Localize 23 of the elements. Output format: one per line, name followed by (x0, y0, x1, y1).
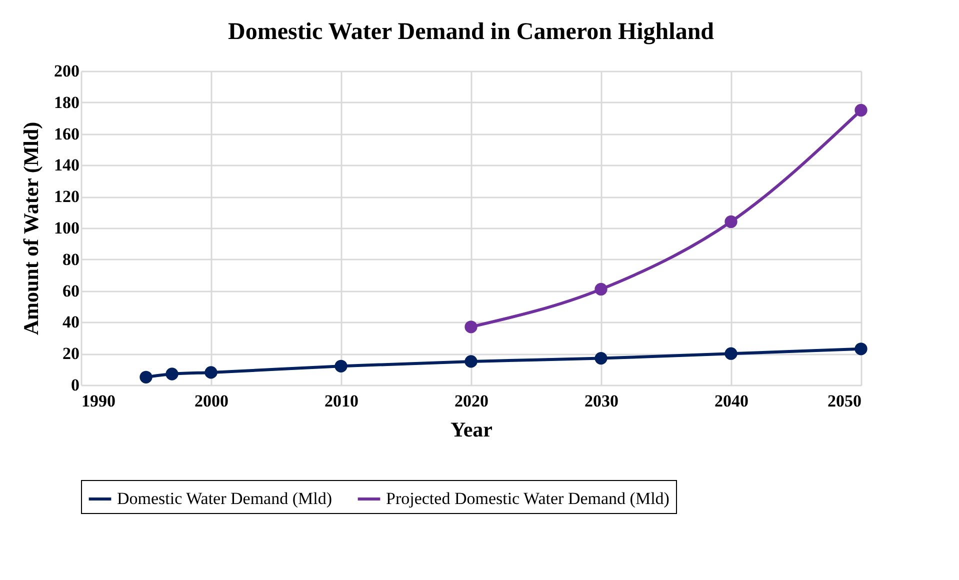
x-tick-label: 2030 (584, 392, 618, 410)
y-axis-title: Amount of Water (Mld) (19, 122, 43, 336)
x-tick-label: 2040 (714, 392, 748, 410)
chart-title: Domestic Water Demand in Cameron Highland (228, 19, 715, 45)
y-tick-label: 180 (54, 92, 80, 112)
y-tick-label: 60 (62, 281, 80, 300)
x-tick-label: 2020 (454, 392, 488, 410)
legend-label: Projected Domestic Water Demand (Mld) (386, 489, 670, 508)
y-tick-label: 200 (54, 62, 80, 80)
y-tick-label: 0 (71, 376, 80, 394)
x-axis-title: Year (450, 418, 492, 442)
x-tick-label: 2050 (828, 392, 862, 410)
y-tick-label: 100 (54, 218, 80, 238)
y-tick-label: 40 (62, 312, 80, 332)
legend-label: Domestic Water Demand (Mld) (117, 489, 332, 508)
x-tick-label: 2010 (324, 392, 358, 410)
x-tick-label: 2000 (194, 392, 228, 410)
x-tick-label: 1990 (82, 392, 116, 410)
y-tick-label: 160 (54, 124, 80, 144)
y-tick-label: 120 (54, 187, 80, 206)
y-tick-label: 140 (54, 156, 80, 175)
y-tick-label: 20 (62, 344, 80, 364)
y-tick-label: 80 (62, 250, 80, 269)
